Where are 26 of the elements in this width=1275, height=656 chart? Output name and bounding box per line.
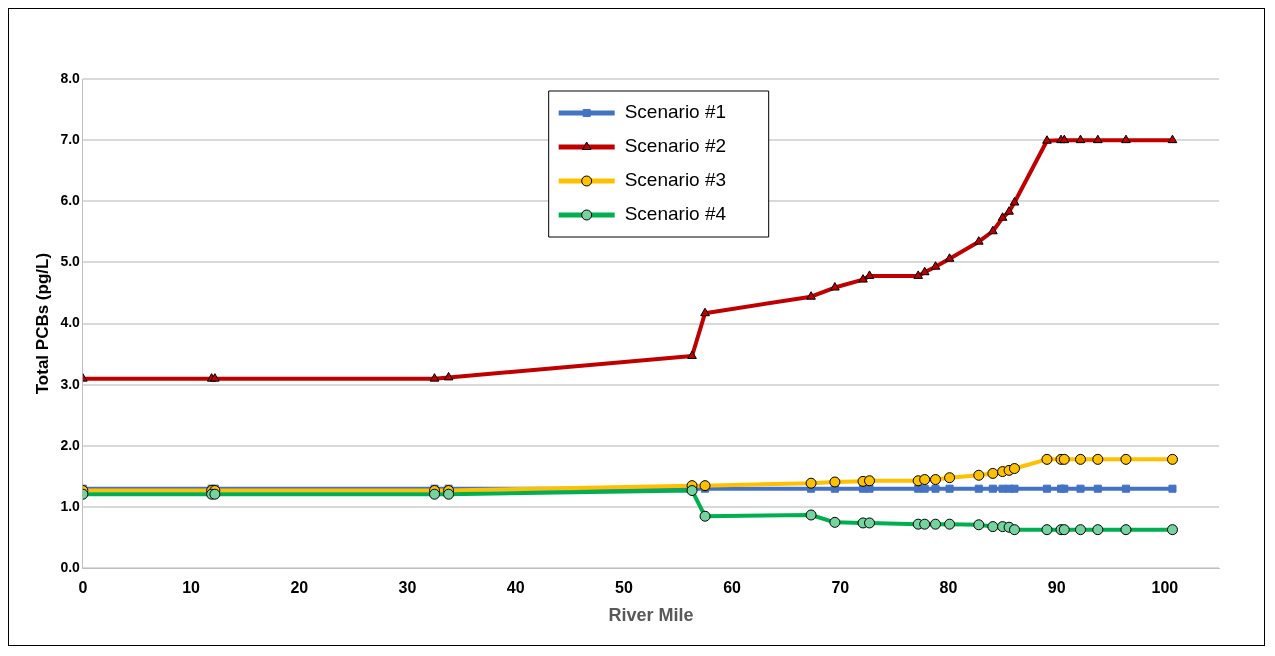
- x-tick-label: 10: [182, 579, 201, 597]
- x-tick-label: 60: [723, 579, 742, 597]
- legend-label: Scenario #4: [624, 203, 727, 225]
- x-tick-label: 30: [398, 579, 417, 597]
- legend-label: Scenario #1: [624, 101, 727, 123]
- y-tick-label: 5.0: [60, 253, 81, 270]
- legend-label: Scenario #3: [624, 169, 727, 191]
- y-tick-label: 4.0: [60, 314, 81, 331]
- y-tick-label: 1.0: [60, 497, 81, 514]
- x-tick-label: 80: [939, 579, 958, 597]
- y-axis-title: Total PCBs (pg/L): [32, 252, 52, 395]
- y-tick-label: 0.0: [60, 559, 81, 576]
- y-tick-label: 6.0: [60, 192, 81, 209]
- x-axis-title: River Mile: [608, 605, 694, 626]
- x-tick-label: 100: [1151, 579, 1179, 597]
- legend-label: Scenario #2: [624, 135, 727, 157]
- x-tick-label: 90: [1047, 579, 1066, 597]
- y-tick-label: 7.0: [60, 131, 81, 148]
- x-tick-label: 50: [614, 579, 633, 597]
- x-tick-label: 20: [290, 579, 309, 597]
- y-tick-label: 3.0: [60, 375, 81, 392]
- x-tick-label: 40: [506, 579, 525, 597]
- y-tick-label: 2.0: [60, 436, 81, 453]
- x-tick-label: 0: [78, 579, 88, 597]
- x-tick-label: 70: [831, 579, 850, 597]
- y-tick-label: 8.0: [60, 69, 81, 86]
